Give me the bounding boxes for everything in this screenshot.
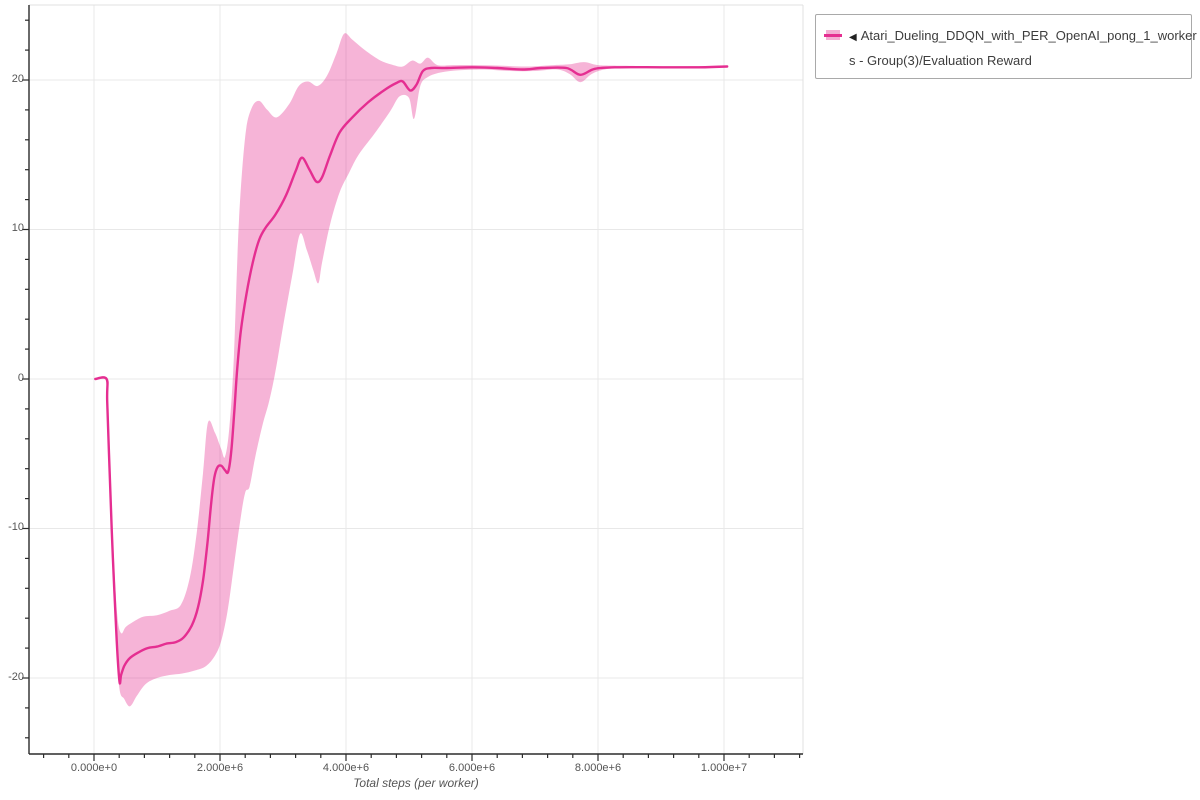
y-tick-label: 10 (11, 222, 24, 234)
x-axis-title: Total steps (per worker) (353, 776, 479, 790)
x-tick-label: 4.000e+6 (322, 762, 370, 774)
y-tick-label: -20 (8, 671, 24, 683)
y-tick-label: -10 (8, 521, 24, 533)
legend-line-swatch (824, 33, 842, 37)
x-tick-label: 0.000e+0 (70, 762, 118, 774)
x-tick-label: 1.000e+7 (700, 762, 748, 774)
legend-label-text1: Atari_Dueling_DDQN_with_PER_OpenAI_pong_… (860, 28, 1197, 43)
legend-label-line1: ◀ Atari_Dueling_DDQN_with_PER_OpenAI_pong… (849, 24, 1197, 49)
x-tick-label: 2.000e+6 (196, 762, 244, 774)
confidence-band (107, 33, 728, 707)
legend-label-text2: s - Group(3)/Evaluation Reward (849, 53, 1032, 68)
y-tick-label: 20 (11, 73, 24, 85)
mean-line (94, 65, 729, 685)
legend-label: ◀ Atari_Dueling_DDQN_with_PER_OpenAI_pong… (849, 24, 1197, 72)
x-tick-label: 8.000e+6 (574, 762, 622, 774)
legend[interactable]: ◀ Atari_Dueling_DDQN_with_PER_OpenAI_pong… (815, 14, 1197, 79)
y-tick-label: 0 (17, 372, 24, 384)
legend-series-swatch (824, 29, 842, 41)
x-tick-label: 6.000e+6 (448, 762, 496, 774)
collapse-triangle-icon[interactable]: ◀ (849, 32, 857, 43)
legend-label-line2: s - Group(3)/Evaluation Reward (849, 49, 1197, 72)
